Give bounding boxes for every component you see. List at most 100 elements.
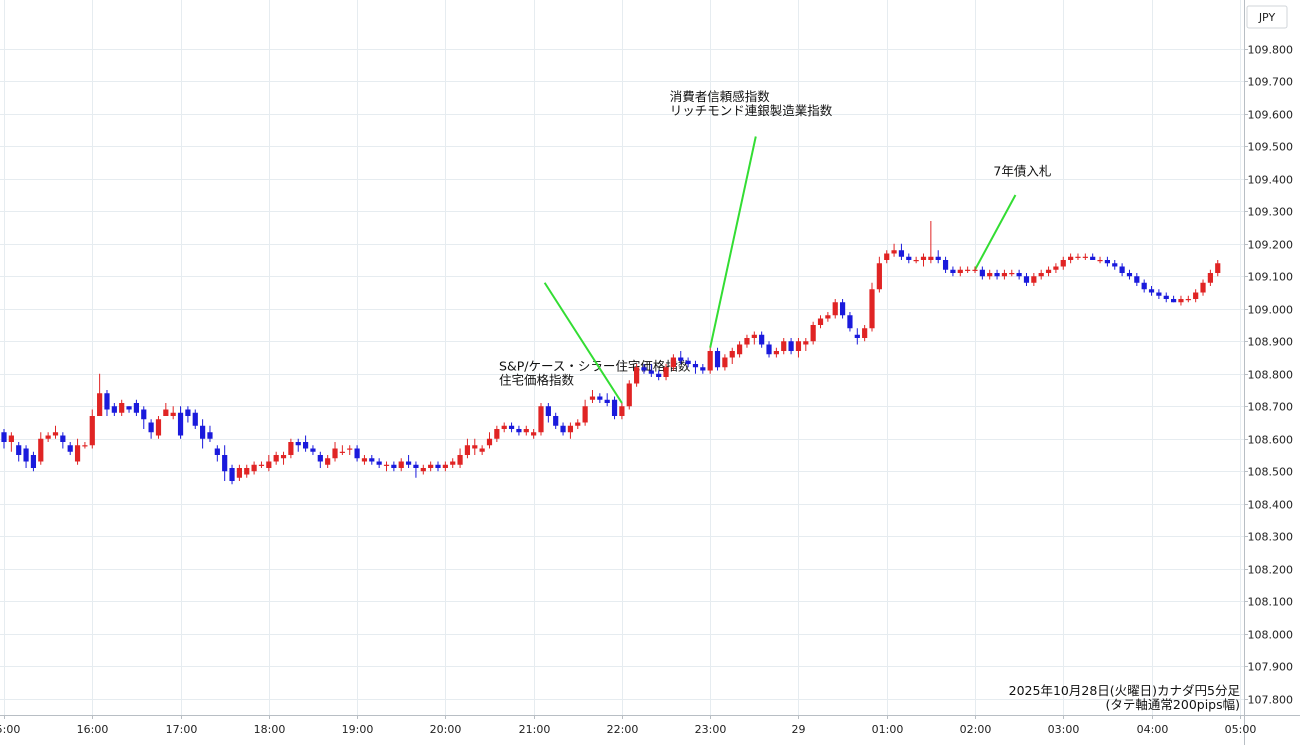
candle [177,406,184,439]
candle-body [383,464,390,466]
x-tick-label: 03:00 [1048,723,1080,736]
candle-body [1185,299,1191,301]
x-tick-label: 02:00 [960,723,992,736]
candle-body [1200,282,1206,293]
candle-body [442,464,448,468]
candle [641,364,647,374]
candle [538,403,544,436]
candle [744,334,750,348]
candle [1200,279,1206,296]
candle-body [354,448,360,459]
candle [670,354,676,371]
candle [391,461,397,472]
candle-body [957,269,963,273]
candle [45,432,51,442]
candle-body [869,289,875,329]
candle-body [965,269,971,271]
candle [1082,253,1088,260]
candle-body [1016,273,1022,277]
candle [207,425,213,442]
candle [229,464,235,485]
candle-body [707,351,713,371]
annotation-pointer [974,194,1017,271]
candle [942,256,949,273]
candle [472,438,478,455]
candle-body [575,422,581,426]
y-tick-label: 108.100 [1248,596,1294,609]
candle-body [1023,276,1030,283]
y-tick-label: 109.600 [1248,109,1294,122]
candle [913,256,919,264]
y-tick-label: 109.700 [1248,76,1294,89]
candle [244,464,250,478]
y-tick-label: 108.500 [1248,466,1294,479]
candle-body [1126,273,1133,277]
candle [141,406,147,429]
candle [935,250,941,264]
event-annotation: 7年債入札 [974,164,1051,271]
candle-body [170,412,176,416]
candle [52,425,59,439]
candle-body [288,442,294,455]
y-tick-label: 108.200 [1248,564,1294,577]
candle-body [60,435,66,442]
candle [413,461,419,478]
y-tick-label: 108.000 [1248,629,1294,642]
candle-body [310,448,316,452]
candle [516,425,522,436]
candle-body [1045,269,1052,273]
y-tick-label: 108.800 [1248,369,1294,382]
candle [126,406,132,413]
candle [663,364,669,381]
candle-body [1075,256,1081,258]
candle [553,412,559,429]
candle [1016,269,1022,280]
candle [898,243,905,260]
candle-body [950,269,956,273]
candle [722,354,728,371]
candle-body [74,445,81,462]
candle [560,422,566,436]
candle-body [1090,256,1096,260]
candle-body [567,425,574,433]
candle [1112,260,1118,270]
candle-body [648,370,654,374]
candle [523,425,529,436]
grid [0,0,1244,715]
candle [788,338,794,355]
candle [97,373,103,416]
candle [1075,253,1081,260]
candle [994,269,1000,280]
candle-body [928,256,934,260]
candle [479,445,485,455]
candle-body [97,393,103,416]
candle [987,269,993,280]
candle [707,347,713,374]
candle-body [582,406,588,423]
candle [876,256,882,293]
candle-body [781,341,787,351]
y-tick-label: 109.100 [1248,271,1294,284]
candle-body [678,357,684,361]
candle [825,312,831,322]
candle [288,438,294,459]
candle [832,299,838,319]
candle-body [670,357,676,368]
candle-body [1193,292,1199,299]
candle-body [700,367,706,371]
candle [839,299,846,319]
candle [23,445,29,468]
candle-body [597,396,603,400]
candle [795,338,802,358]
candle [884,250,890,264]
candle-body [817,318,824,325]
candle [317,451,323,468]
y-tick-label: 109.400 [1248,174,1294,187]
candle-body [1112,263,1118,267]
candle-body [486,438,493,446]
candles [1,221,1221,485]
candle-body [1215,263,1221,273]
